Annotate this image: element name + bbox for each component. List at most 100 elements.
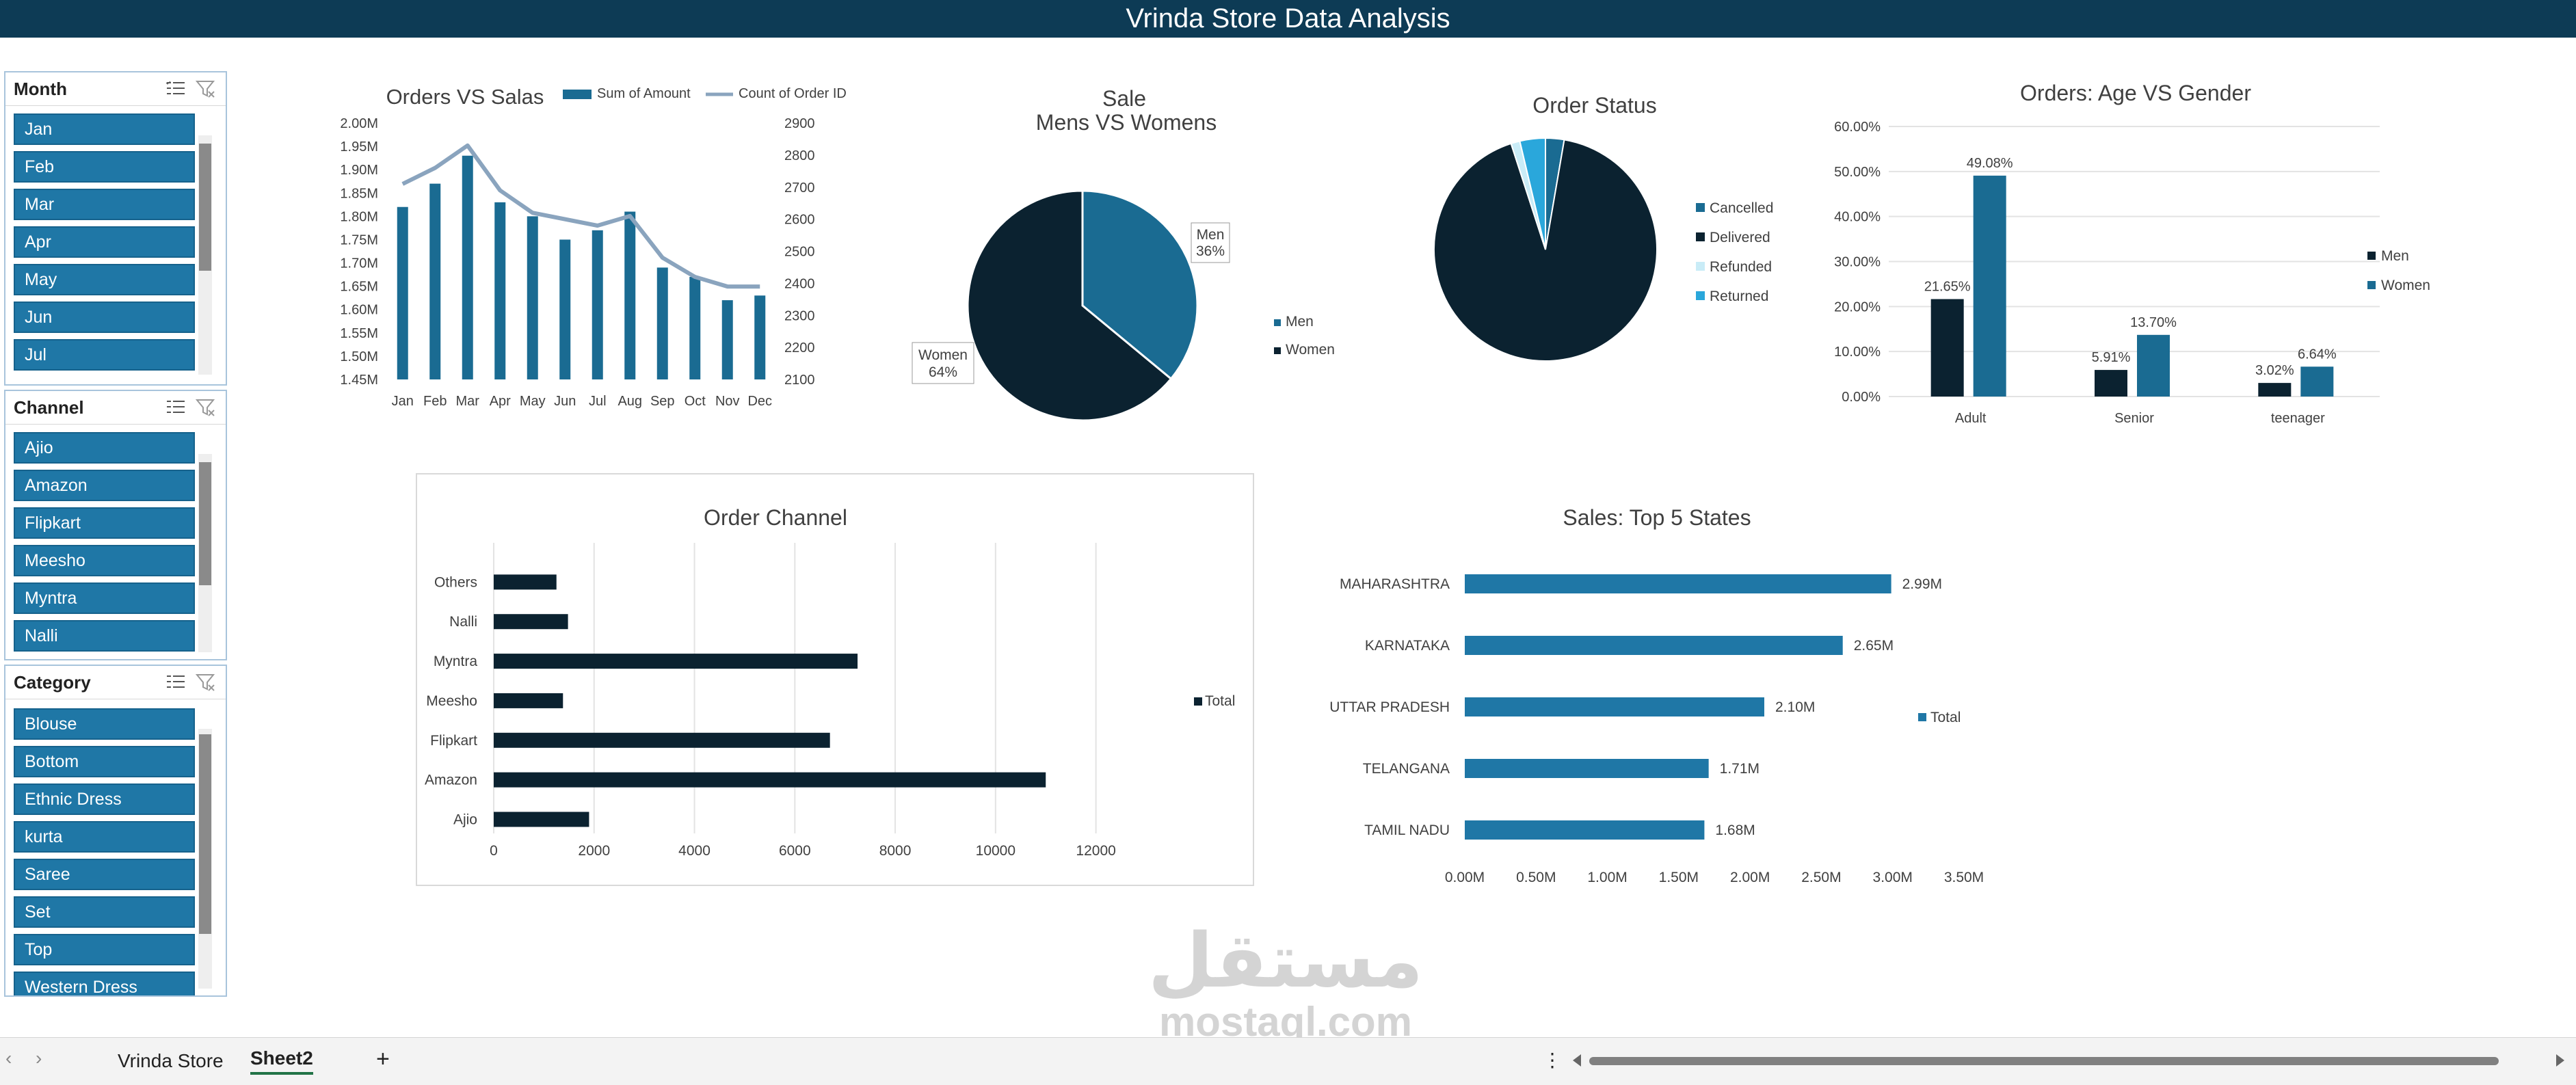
bar bbox=[494, 202, 506, 379]
slicer-item[interactable]: Jan bbox=[14, 113, 195, 145]
y2-tick-label: 2700 bbox=[784, 180, 815, 196]
slicer-item[interactable]: Meesho bbox=[14, 545, 195, 576]
bar bbox=[656, 267, 668, 379]
slicer-item[interactable]: Ajio bbox=[14, 432, 195, 464]
y-tick-label: 1.90M bbox=[340, 163, 378, 178]
scroll-right-icon[interactable] bbox=[2556, 1054, 2564, 1067]
y-tick-label: 1.55M bbox=[340, 326, 378, 341]
slicer-item[interactable]: Western Dress bbox=[14, 972, 195, 995]
slicer-item[interactable]: Jul bbox=[14, 339, 195, 371]
multi-select-icon[interactable] bbox=[164, 671, 187, 694]
watermark-logo: مستقل bbox=[1147, 917, 1424, 1004]
order-status-chart[interactable]: Order Status Cancelled Delivered Refunded Re… bbox=[1409, 72, 1846, 393]
slicer-item[interactable]: Mar bbox=[14, 189, 195, 220]
bar bbox=[494, 732, 830, 748]
more-options-icon[interactable]: ⋮ bbox=[1543, 1049, 1562, 1071]
top-states-chart[interactable]: Sales: Top 5 States 0.00M 0.50M 1.00M 1.50M 2… bbox=[1306, 479, 2031, 902]
slicer-item[interactable]: Nalli bbox=[14, 620, 195, 652]
orders-vs-sales-chart[interactable]: Orders VS Salas Sum of Amount Count of Ord… bbox=[301, 72, 875, 427]
y-tick-label: 0.00% bbox=[1842, 390, 1881, 405]
chart-title: Sale bbox=[1102, 86, 1146, 111]
scrollbar-thumb[interactable] bbox=[1589, 1057, 2499, 1065]
multi-select-icon[interactable] bbox=[164, 396, 187, 419]
slicer-item[interactable]: Feb bbox=[14, 151, 195, 183]
legend-label: Women bbox=[2381, 278, 2430, 293]
legend-label: Total bbox=[1205, 693, 1235, 709]
sheet-tab-sheet2[interactable]: Sheet2 bbox=[250, 1047, 313, 1075]
y2-tick-label: 2600 bbox=[784, 213, 815, 228]
slicer-month[interactable]: Month Jan Feb Mar Apr May Jun Jul bbox=[4, 71, 227, 386]
slicer-item[interactable]: Set bbox=[14, 896, 195, 928]
bar bbox=[494, 574, 557, 590]
y2-tick-label: 2300 bbox=[784, 308, 815, 323]
slicer-channel[interactable]: Channel Ajio Amazon Flipkart Meesho Mynt… bbox=[4, 390, 227, 660]
y-tick-label: Nalli bbox=[449, 614, 477, 630]
prev-sheet-button[interactable]: ‹ bbox=[5, 1047, 12, 1069]
y-tick-label: KARNATAKA bbox=[1365, 638, 1450, 654]
y-tick-label: 30.00% bbox=[1834, 255, 1881, 270]
slicer-item[interactable]: Myntra bbox=[14, 582, 195, 614]
clear-filter-icon[interactable] bbox=[194, 671, 217, 694]
x-tick-label: 0.50M bbox=[1516, 870, 1556, 885]
data-label: 2.99M bbox=[1902, 576, 1942, 592]
slicer-category[interactable]: Category Blouse Bottom Ethnic Dress kurt… bbox=[4, 665, 227, 997]
multi-select-icon[interactable] bbox=[164, 77, 187, 101]
slicer-item[interactable]: Bottom bbox=[14, 746, 195, 777]
y-tick-label: 1.50M bbox=[340, 349, 378, 364]
y-tick-label: Meesho bbox=[426, 693, 477, 709]
age-vs-gender-chart[interactable]: Orders: Age VS Gender 0.00% 10.00% 20.00% 30… bbox=[1819, 72, 2503, 441]
scroll-left-icon[interactable] bbox=[1573, 1054, 1581, 1067]
legend-label: Women bbox=[1286, 342, 1335, 358]
slicer-scrollbar[interactable] bbox=[198, 135, 212, 375]
y2-tick-label: 2800 bbox=[784, 148, 815, 163]
add-sheet-button[interactable]: + bbox=[376, 1046, 390, 1072]
x-tick-label: Jan bbox=[392, 394, 414, 409]
clear-filter-icon[interactable] bbox=[194, 396, 217, 419]
bar bbox=[494, 772, 1046, 788]
dashboard-title: Vrinda Store Data Analysis bbox=[0, 0, 2576, 38]
slicer-item[interactable]: Apr bbox=[14, 226, 195, 258]
slicer-scrollbar[interactable] bbox=[198, 729, 212, 989]
slicer-scrollbar[interactable] bbox=[198, 454, 212, 652]
sheet-tab-vrinda-store[interactable]: Vrinda Store bbox=[118, 1050, 224, 1071]
x-tick-label: 12000 bbox=[1076, 843, 1115, 859]
legend-label: Total bbox=[1930, 710, 1961, 725]
legend-label: Cancelled bbox=[1710, 200, 1773, 216]
x-tick-label: Feb bbox=[423, 394, 447, 409]
slicer-item[interactable]: Blouse bbox=[14, 708, 195, 740]
slicer-item[interactable]: Top bbox=[14, 934, 195, 965]
next-sheet-button[interactable]: › bbox=[36, 1047, 42, 1069]
data-label: 1.68M bbox=[1715, 822, 1755, 838]
pie-slice bbox=[1433, 139, 1658, 362]
bar bbox=[592, 230, 603, 379]
slicer-item[interactable]: kurta bbox=[14, 821, 195, 853]
bar bbox=[754, 295, 766, 379]
slicer-item[interactable]: Flipkart bbox=[14, 507, 195, 539]
x-tick-label: Aug bbox=[618, 394, 642, 409]
slicer-item[interactable]: May bbox=[14, 264, 195, 295]
slicer-item[interactable]: Ethnic Dress bbox=[14, 783, 195, 815]
bar bbox=[559, 239, 571, 379]
bar bbox=[494, 812, 589, 827]
data-label: 5.91% bbox=[2092, 350, 2131, 365]
legend-swatch bbox=[2367, 252, 2376, 260]
watermark-text: mostaql.com bbox=[1158, 999, 1413, 1045]
chart-title: Order Status bbox=[1532, 93, 1656, 118]
y-tick-label: TAMIL NADU bbox=[1364, 822, 1450, 838]
legend-swatch bbox=[1918, 713, 1926, 721]
slicer-item[interactable]: Jun bbox=[14, 302, 195, 333]
slicer-title: Channel bbox=[14, 397, 84, 418]
x-tick-label: 2.50M bbox=[1801, 870, 1841, 885]
data-label: 2.10M bbox=[1775, 699, 1815, 715]
chart-title: Orders VS Salas bbox=[386, 85, 544, 109]
order-channel-chart[interactable]: Order Channel 0 2000 4000 6000 8000 10000 12000… bbox=[416, 473, 1254, 886]
slicer-item[interactable]: Saree bbox=[14, 859, 195, 890]
bar bbox=[494, 693, 563, 708]
clear-filter-icon[interactable] bbox=[194, 77, 217, 101]
x-tick-label: 1.50M bbox=[1659, 870, 1699, 885]
data-label: 64% bbox=[929, 364, 957, 380]
slicer-item[interactable]: Amazon bbox=[14, 470, 195, 501]
legend-swatch bbox=[563, 90, 592, 99]
horizontal-scrollbar[interactable] bbox=[1573, 1051, 2564, 1071]
